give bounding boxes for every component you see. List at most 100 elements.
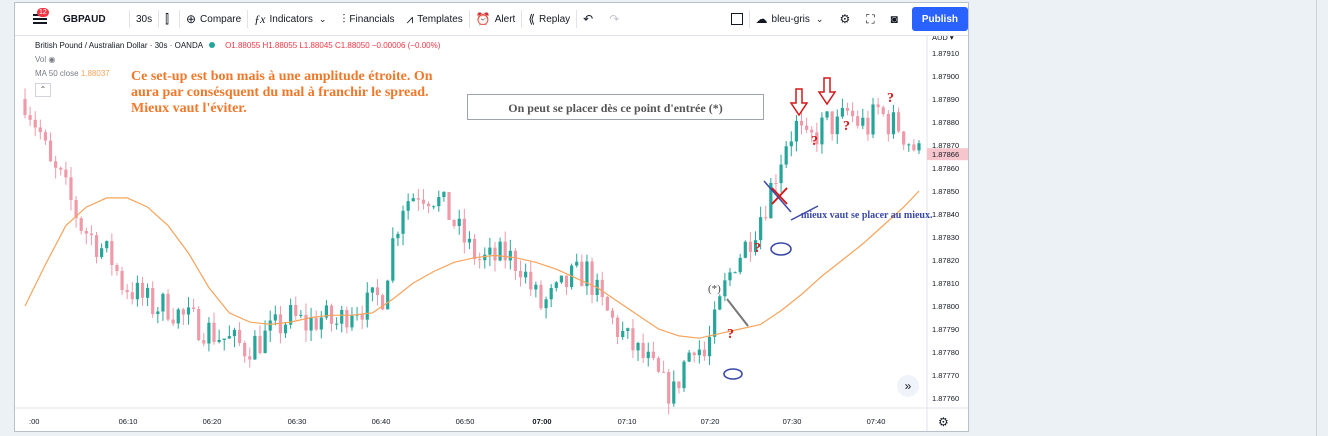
replay-button[interactable]: ⟪ Replay — [522, 3, 576, 35]
y-tick-label: 1.87810 — [932, 279, 959, 288]
candle-body — [830, 111, 834, 135]
y-tick-label: 1.87820 — [932, 256, 959, 265]
compare-label: Compare — [200, 13, 242, 25]
candle-body — [416, 198, 420, 200]
candle-body — [615, 317, 620, 338]
financials-icon: ⫶ — [342, 11, 346, 26]
annotation-blue-note: mieux vaut se placer au mieux. — [801, 210, 933, 221]
candle-body — [253, 335, 257, 360]
candle-body — [146, 288, 150, 298]
candle-body — [600, 279, 604, 298]
menu-button[interactable]: 12 — [15, 3, 57, 35]
candle-body — [896, 112, 901, 132]
layout-menu[interactable]: ☁ bleu-gris ⌄ — [750, 3, 834, 35]
chevron-down-icon: ⌄ — [318, 13, 327, 24]
settings-button[interactable]: ⚙ — [833, 3, 860, 35]
candle-body — [815, 132, 819, 145]
candle-body — [661, 371, 666, 373]
ma-50-line — [24, 190, 920, 339]
candle-body — [805, 125, 809, 130]
candle-body — [585, 261, 589, 287]
price-chart[interactable]: 1.879101.879001.878901.878801.878701.878… — [15, 36, 968, 432]
y-tick-label: 1.87830 — [932, 233, 959, 242]
undo-button[interactable]: ↶ — [577, 3, 603, 35]
layout-toggle[interactable] — [725, 3, 749, 35]
candle-body — [391, 238, 395, 281]
candle-body — [835, 116, 839, 135]
candle-body — [232, 329, 237, 337]
candle-body — [406, 201, 410, 211]
candle-body — [283, 324, 288, 334]
candle-body — [381, 295, 385, 310]
settings-icon[interactable]: ⚙ — [938, 415, 949, 429]
candle-body — [38, 127, 42, 133]
indicators-button[interactable]: ƒx Indicators ⌄ — [248, 3, 336, 35]
legend-title: British Pound / Australian Dollar · 30s … — [35, 41, 204, 50]
redo-button[interactable]: ↷ — [603, 3, 629, 35]
candle-body — [59, 167, 63, 170]
candle-body — [559, 275, 563, 283]
fullscreen-button[interactable]: ⛶ — [860, 3, 884, 35]
chart-type-button[interactable]: ⫿ — [159, 3, 179, 35]
interval-button[interactable]: 30s — [136, 13, 153, 25]
alert-label: Alert — [494, 13, 516, 25]
notification-badge: 12 — [37, 8, 49, 17]
y-tick-label: 1.87870 — [932, 141, 959, 150]
candle-body — [498, 241, 502, 261]
templates-button[interactable]: ⩘ Templates — [400, 3, 468, 35]
blue-pointer-line — [763, 180, 792, 213]
candle-body — [575, 261, 579, 266]
last-price-tag — [927, 148, 968, 161]
candle-body — [314, 317, 318, 330]
candle-body — [115, 265, 119, 272]
indicators-label: Indicators — [269, 13, 313, 25]
financials-button[interactable]: ⫶ Financials — [336, 3, 400, 35]
candle-body — [54, 161, 58, 168]
eye-icon[interactable]: ◉ — [48, 55, 56, 64]
alert-button[interactable]: ⏰ Alert — [470, 3, 522, 35]
question-mark: ? — [811, 134, 818, 149]
compare-button[interactable]: ⊕ Compare — [180, 3, 247, 35]
chart-legend: British Pound / Australian Dollar · 30s … — [35, 39, 440, 81]
candle-body — [641, 342, 645, 359]
symbol-search[interactable]: GBPAUD — [63, 13, 106, 25]
candle-body — [891, 112, 896, 135]
candle-body — [248, 356, 252, 360]
y-tick-label: 1.87790 — [932, 325, 959, 334]
currency-label: AUD ▾ — [932, 36, 954, 42]
candle-body — [534, 284, 538, 290]
red-cross-icon — [771, 187, 788, 205]
candle-body — [268, 320, 272, 331]
candle-body — [171, 319, 175, 324]
candle-body — [871, 104, 875, 135]
market-status-dot — [209, 42, 216, 48]
candle-body — [544, 299, 548, 309]
candle-body — [69, 177, 73, 201]
candle-body — [672, 381, 676, 404]
candle-body — [774, 182, 778, 184]
collapse-legend-button[interactable]: ⌃ — [35, 83, 51, 97]
y-tick-label: 1.87850 — [932, 187, 959, 196]
candle-body — [370, 287, 374, 293]
scroll-to-realtime-button[interactable]: » — [897, 375, 919, 397]
publish-button[interactable]: Publish — [911, 7, 968, 31]
candle-body — [840, 107, 844, 117]
candle-body — [28, 115, 32, 120]
candle-body — [723, 280, 727, 297]
candle-body — [299, 314, 303, 316]
ma-value: 1.88037 — [80, 69, 110, 78]
candle-body — [222, 338, 226, 340]
x-tick-label: 07:10 — [618, 417, 637, 426]
candle-body — [243, 342, 247, 357]
candle-body — [411, 198, 415, 202]
candle-body — [753, 240, 758, 252]
candle-body — [651, 351, 655, 359]
candle-body — [621, 330, 625, 338]
annotation-entry-box: On peut se placer dès ce point d'entrée … — [467, 94, 764, 120]
candle-body — [631, 328, 635, 351]
candle-body — [472, 238, 477, 260]
candle-body — [23, 99, 27, 116]
screenshot-button[interactable]: ◙ — [885, 3, 908, 35]
candle-body — [294, 305, 298, 316]
candle-body — [493, 247, 497, 261]
